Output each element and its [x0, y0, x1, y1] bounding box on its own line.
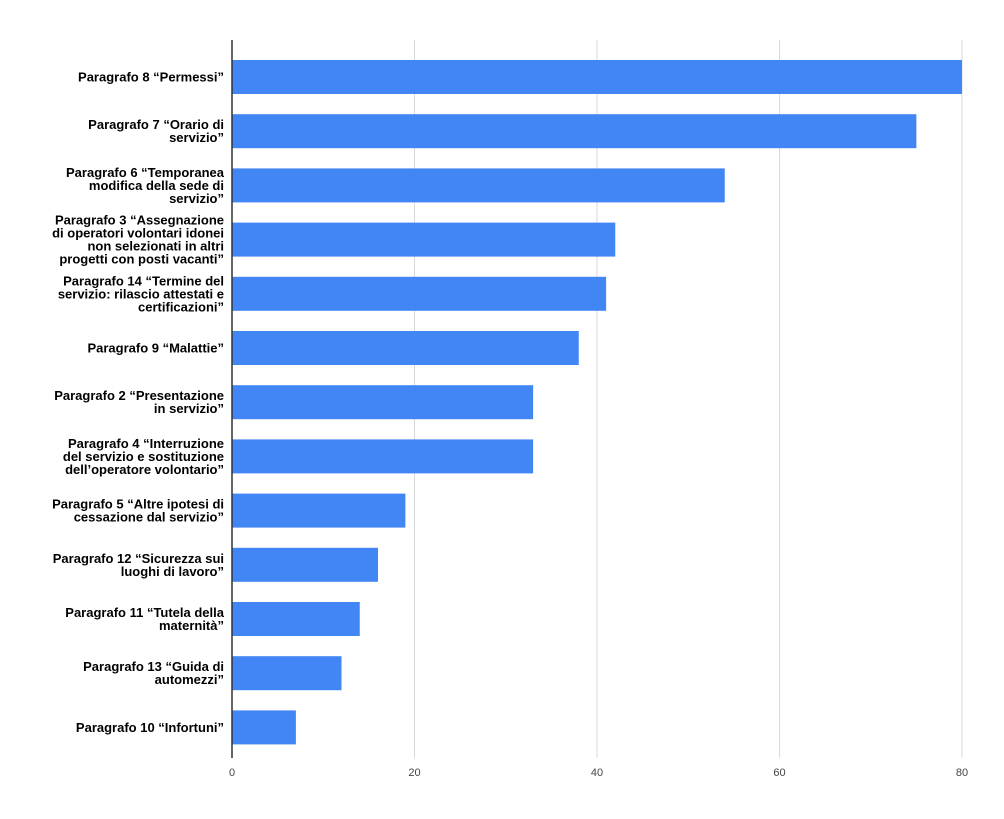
category-label-line: Paragrafo 2 “Presentazione: [54, 388, 224, 403]
category-label-line: Paragrafo 6 “Temporanea: [66, 165, 225, 180]
category-label-line: progetti con posti vacanti”: [59, 252, 224, 267]
category-label: Paragrafo 4 “Interruzione del servizio e …: [63, 436, 224, 477]
category-label-line: Paragrafo 7 “Orario di: [88, 117, 224, 132]
x-tick-labels: 0 20 40 60 80: [229, 767, 968, 779]
category-label-line: di operatori volontari idonei: [52, 226, 224, 241]
bar: [232, 114, 917, 149]
category-label-line: dell’operatore volontario”: [65, 462, 224, 477]
bar: [232, 710, 296, 745]
bar: [232, 331, 579, 365]
x-tick-label: 20: [408, 767, 420, 779]
category-label-line: servizio: rilascio attestati e: [58, 286, 224, 301]
category-label-line: modifica della sede di: [89, 178, 224, 193]
category-label-line: non selezionati in altri: [87, 239, 224, 254]
bar: [232, 276, 607, 311]
bar: [232, 168, 725, 203]
bar: [232, 547, 378, 582]
x-tick-label: 40: [591, 767, 603, 779]
category-labels: Paragrafo 8 “Permessi” Paragrafo 7 “Orari…: [52, 70, 225, 735]
category-label: Paragrafo 14 “Termine del servizio: rilas…: [58, 273, 224, 314]
category-label-line: servizio”: [169, 130, 224, 145]
category-label-line: Paragrafo 8 “Permessi”: [78, 70, 224, 85]
category-label-line: cessazione dal servizio”: [74, 510, 224, 525]
category-label: Paragrafo 3 “Assegnazione di operatori vo…: [52, 213, 224, 267]
bar: [232, 493, 406, 528]
bars: [232, 60, 962, 745]
bar: [232, 222, 616, 257]
category-label-line: Paragrafo 4 “Interruzione: [68, 436, 224, 451]
category-label: Paragrafo 2 “Presentazione in servizio”: [54, 388, 224, 416]
category-label-line: automezzi”: [155, 672, 224, 687]
category-label: Paragrafo 11 “Tutela della maternità”: [65, 605, 224, 633]
x-tick-label: 0: [229, 767, 235, 779]
x-tick-label: 60: [773, 767, 785, 779]
category-label-line: maternità”: [159, 618, 224, 633]
category-label-line: Paragrafo 10 “Infortuni”: [76, 720, 224, 735]
category-label-line: del servizio e sostituzione: [63, 449, 224, 464]
category-label: Paragrafo 6 “Temporanea modifica della se…: [66, 165, 225, 206]
category-label: Paragrafo 7 “Orario di servizio”: [88, 117, 224, 145]
category-label-line: Paragrafo 13 “Guida di: [83, 659, 224, 674]
bar: [232, 385, 534, 420]
category-label-line: servizio”: [169, 191, 224, 206]
category-label: Paragrafo 8 “Permessi”: [78, 70, 224, 85]
bar: [232, 439, 534, 474]
category-label-line: Paragrafo 11 “Tutela della: [65, 605, 224, 620]
category-label-line: luoghi di lavoro”: [121, 564, 224, 579]
category-label-line: Paragrafo 9 “Malattie”: [87, 341, 224, 356]
category-label-line: certificazioni”: [138, 299, 224, 314]
category-label: Paragrafo 9 “Malattie”: [87, 341, 224, 356]
category-label-line: Paragrafo 3 “Assegnazione: [55, 213, 224, 228]
category-label: Paragrafo 13 “Guida di automezzi”: [83, 659, 224, 687]
x-tick-label: 80: [956, 767, 968, 779]
category-label-line: Paragrafo 12 “Sicurezza sui: [53, 551, 224, 566]
category-label-line: Paragrafo 5 “Altre ipotesi di: [52, 497, 224, 512]
category-label: Paragrafo 12 “Sicurezza sui luoghi di lav…: [53, 551, 224, 579]
bar: [232, 602, 360, 636]
category-label: Paragrafo 10 “Infortuni”: [76, 720, 224, 735]
category-label-line: in servizio”: [154, 401, 224, 416]
category-label: Paragrafo 5 “Altre ipotesi di cessazione …: [52, 497, 224, 525]
bar: [232, 656, 342, 691]
bar: [232, 60, 962, 94]
category-label-line: Paragrafo 14 “Termine del: [63, 273, 224, 288]
